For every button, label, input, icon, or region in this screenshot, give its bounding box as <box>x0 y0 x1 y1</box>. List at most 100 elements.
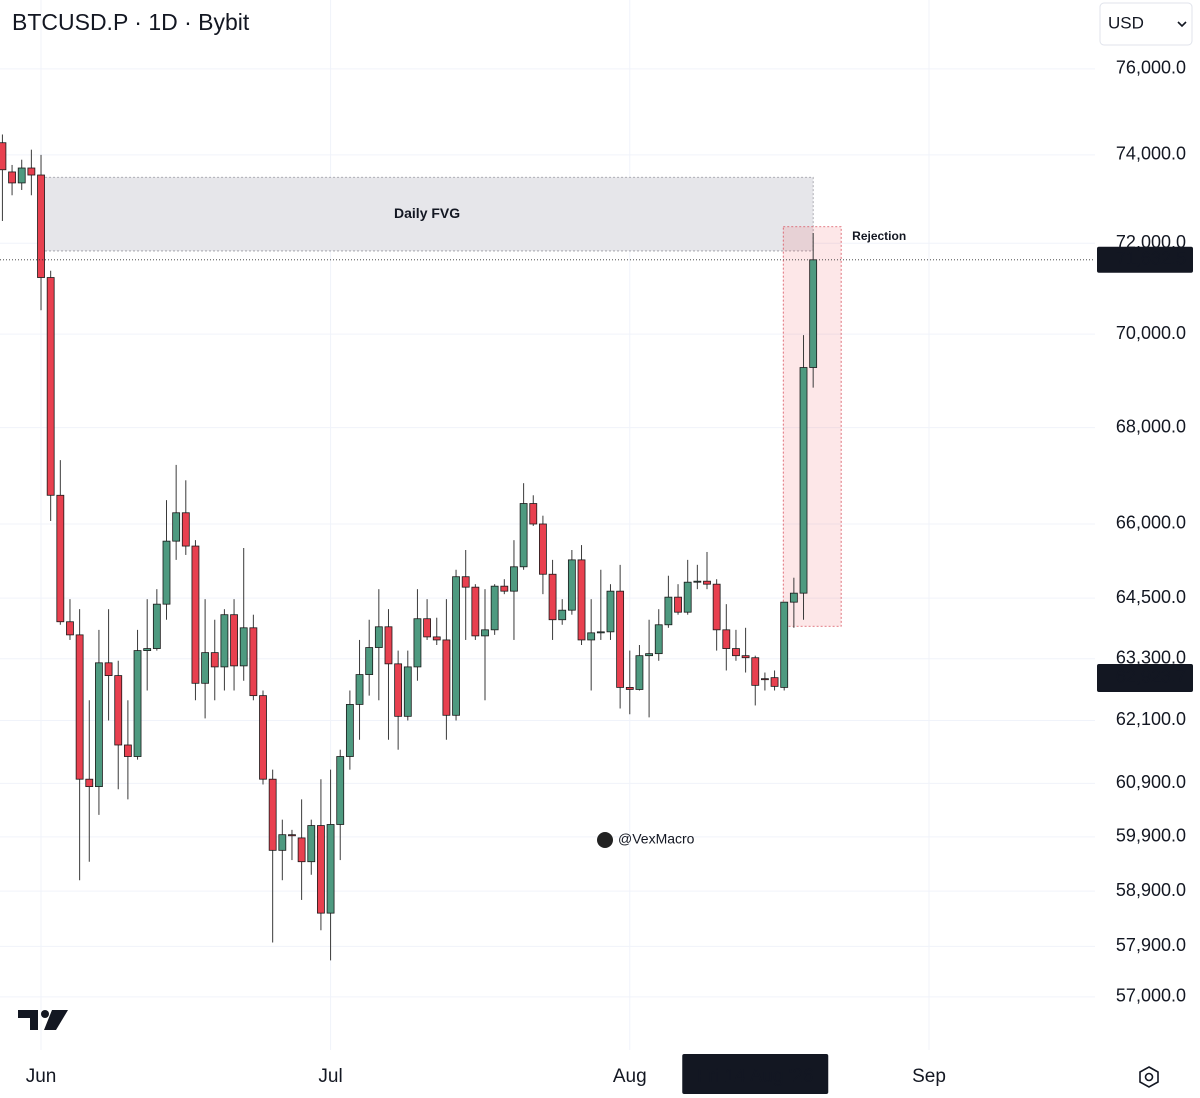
candle-body <box>239 627 248 667</box>
y-tick-label: 59,900.0 <box>1116 826 1186 846</box>
candle-body <box>75 634 84 780</box>
candle-body <box>326 824 335 914</box>
candle-body <box>500 585 509 592</box>
y-tick-label: 70,000.0 <box>1116 323 1186 343</box>
y-tick-label: 57,900.0 <box>1116 935 1186 955</box>
settings-icon[interactable] <box>1139 1066 1159 1088</box>
candle-body <box>664 596 673 626</box>
candle-body <box>423 618 431 638</box>
candle-body <box>317 825 325 914</box>
candle-body <box>162 540 171 605</box>
candle-body <box>596 631 605 634</box>
candle-body <box>249 627 258 697</box>
candle-body <box>481 629 489 637</box>
candle-body <box>510 566 518 592</box>
candle-body <box>732 648 740 657</box>
candle-body <box>683 581 692 613</box>
crosshair-date-label: Fri 14 Aug '26 <box>697 1066 814 1087</box>
candle-body <box>741 655 750 659</box>
candle-body <box>452 576 460 716</box>
candle-body <box>558 609 567 621</box>
candle-body <box>143 648 152 651</box>
y-tick-label: 58,900.0 <box>1116 880 1186 900</box>
candle-body <box>46 277 55 496</box>
candle-body <box>345 704 354 757</box>
candle-body <box>123 744 132 757</box>
candle-body <box>374 626 383 648</box>
candle-body <box>210 652 219 668</box>
candle-body <box>37 174 45 278</box>
candle-body <box>394 663 403 717</box>
candle-body <box>722 629 731 649</box>
candle-body <box>56 494 65 623</box>
candle-body <box>703 580 711 585</box>
y-tick-label: 62,100.0 <box>1116 709 1186 729</box>
candle-body <box>152 603 161 649</box>
candle-body <box>172 512 181 542</box>
candle-body <box>587 632 596 641</box>
candle-body <box>761 678 769 681</box>
currency-dropdown[interactable] <box>1099 2 1193 46</box>
candle-body <box>654 624 663 655</box>
candle-body <box>577 559 586 641</box>
hexagon[interactable] <box>1139 1066 1159 1088</box>
candle-body <box>432 636 441 641</box>
candle-body <box>85 778 94 788</box>
candle-body <box>201 652 210 684</box>
candle-body <box>616 590 625 688</box>
currency-label[interactable]: USD <box>1108 13 1144 32</box>
candle-body <box>625 687 634 690</box>
watermark-text: @VexMacro <box>618 831 695 847</box>
crosshair-date-tag <box>682 1054 829 1094</box>
hexagon-dot[interactable] <box>1144 1072 1154 1082</box>
y-tick-label: 57,000.0 <box>1116 986 1186 1006</box>
crosshair-price-tag <box>1097 663 1193 692</box>
candle-body <box>104 662 113 677</box>
candle-body <box>95 662 103 788</box>
candle-body <box>539 523 547 575</box>
logo-part <box>41 1010 49 1018</box>
candle-body <box>66 621 74 636</box>
candle-body <box>278 834 287 851</box>
candle-body <box>712 583 721 631</box>
candle-body <box>0 142 7 171</box>
zone <box>40 176 814 252</box>
candle-body <box>490 585 499 631</box>
candle-body <box>8 171 16 184</box>
y-tick-label: 66,000.0 <box>1116 513 1186 533</box>
last-price-tag <box>1097 246 1193 273</box>
candle-body <box>413 618 422 668</box>
chart-title: BTCUSD.P · 1D · Bybit <box>12 9 250 35</box>
candle-body <box>780 601 789 688</box>
candle-body <box>809 259 818 368</box>
candle-body <box>220 614 229 668</box>
zone-label: Rejection <box>852 229 906 243</box>
candle-body <box>191 545 200 684</box>
candle-body <box>336 756 345 825</box>
dropdown-chevron <box>1177 21 1187 28</box>
candle-body <box>606 590 615 633</box>
candle-body <box>355 674 364 705</box>
overlay: 71,632.5 62,923.7 Fri 14 Aug '26 <box>0 246 1193 1094</box>
candle-body <box>567 559 576 611</box>
candle-body <box>230 614 238 667</box>
candle-body <box>693 580 702 583</box>
y-tick-label: 68,000.0 <box>1116 416 1186 436</box>
candle-body <box>519 503 528 568</box>
candle-body <box>27 167 36 176</box>
x-tick-label: Jul <box>318 1066 342 1087</box>
candle-body <box>799 367 808 594</box>
y-tick-label: 74,000.0 <box>1116 144 1186 164</box>
candle-body <box>635 655 644 690</box>
candle-body <box>307 825 316 863</box>
candle-body <box>288 834 296 837</box>
candle-body <box>770 677 779 687</box>
last-price-label: 71,632.5 <box>1116 249 1186 269</box>
candle-body <box>461 576 470 588</box>
candle-body <box>384 626 393 665</box>
x-tick-label: Sep <box>912 1066 946 1087</box>
candle-body <box>133 650 142 757</box>
candle-body <box>181 512 190 547</box>
